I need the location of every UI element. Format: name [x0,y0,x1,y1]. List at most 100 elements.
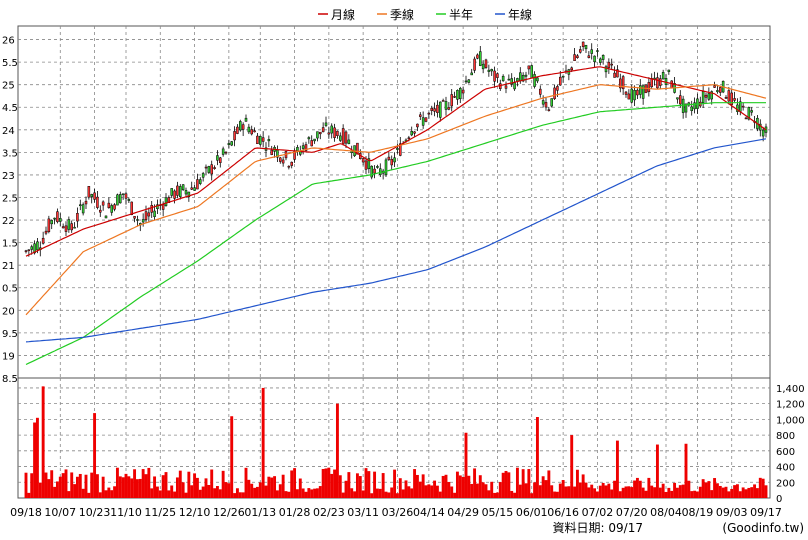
candle-body [270,149,273,155]
candle-body [279,157,282,162]
candle-body [47,218,51,232]
candle-body [344,131,348,144]
candle-body [601,54,605,60]
volume-bar [641,487,645,498]
volume-bar [424,485,428,498]
candle-body [570,67,573,71]
volume-bar [135,479,139,498]
candle-body [641,85,645,99]
volume-bar [281,474,285,498]
candle-body [487,69,491,72]
candle-body [170,188,173,196]
volume-bar [27,492,31,498]
volume-bar [604,485,608,498]
date-label: 06/01 [516,506,548,519]
candlestick-series [24,41,768,257]
price-tick-label: 3.5 [2,148,18,159]
candle-body [399,143,402,156]
volume-bar [730,488,734,498]
date-label: 08/19 [682,506,714,519]
volume-bar [570,435,574,498]
volume-bar [118,476,122,498]
date-label: 04/14 [413,506,445,519]
volume-bar [58,476,62,498]
volume-bar [698,486,702,498]
volume-bar [353,491,357,498]
price-tick-label: 8.5 [2,374,18,385]
candle-body [330,125,333,134]
candle-body [741,105,745,108]
date-label: 07/20 [616,506,648,519]
candle-body [679,95,682,105]
candle-body [676,97,679,100]
candle-body [379,168,382,175]
volume-bar [104,490,108,498]
candle-body [281,159,285,164]
volume-bar [64,469,68,498]
candle-body [636,89,639,96]
volume-bar [510,490,514,498]
volume-bar [30,473,34,498]
candle-body [327,132,331,135]
volume-bar [147,467,151,498]
candle-body [450,94,453,107]
candle-body [310,140,313,147]
candle-body [527,65,531,70]
volume-bar [173,491,177,498]
volume-bar [50,470,54,498]
volume-bar [761,478,765,498]
volume-bar [407,486,411,498]
candle-body [750,110,753,113]
volume-bar [410,488,414,498]
volume-bar [484,484,488,498]
candle-body [193,187,196,191]
volume-bar [235,488,239,498]
candle-body [461,89,465,94]
price-tick-label: 4.5 [2,103,18,114]
candle-body [747,107,751,120]
candle-body [373,168,376,174]
candle-body [510,78,513,85]
volume-bar [35,417,39,498]
volume-bar [178,470,182,498]
candle-body [664,77,668,85]
candle-body [41,237,45,244]
volume-bar [470,483,474,498]
candle-body [761,129,765,137]
volume-bar [610,489,614,498]
candle-body [413,131,416,134]
volume-bar [121,477,125,498]
volume-bar [741,487,745,498]
volume-bar [221,470,225,498]
volume-bar [544,480,548,498]
candle-body [324,122,328,126]
volume-bar [647,477,651,498]
volume-bar [87,492,91,498]
volume-bar [124,473,128,498]
candle-body [50,220,53,225]
volume-bar [581,474,585,498]
volume-bar [204,478,208,498]
volume-bar [578,482,582,498]
price-axis: 26 5.5 25 4.5 24 3.5 23 2.5 22 1.5 21 0.5 20 9.5 19 8.5 [2,36,18,385]
candle-body [179,186,182,197]
volume-bar [624,486,628,498]
volume-bar [650,485,654,498]
volume-bar [721,487,725,498]
legend-label: 月線 [331,7,355,22]
candle-body [393,157,396,163]
candle-body [521,74,525,82]
price-tick-label: 25 [2,81,15,92]
candle-body [239,121,242,131]
volume-bar [98,492,102,498]
candle-body [253,130,256,133]
volume-bar [678,485,682,498]
candle-body [119,194,122,204]
candle-body [439,101,442,118]
volume-bar [241,492,245,498]
volume-bar [653,487,657,498]
volume-bar [278,484,282,498]
candle-body [550,98,553,107]
volume-bar [373,471,377,498]
candle-body [410,130,413,136]
